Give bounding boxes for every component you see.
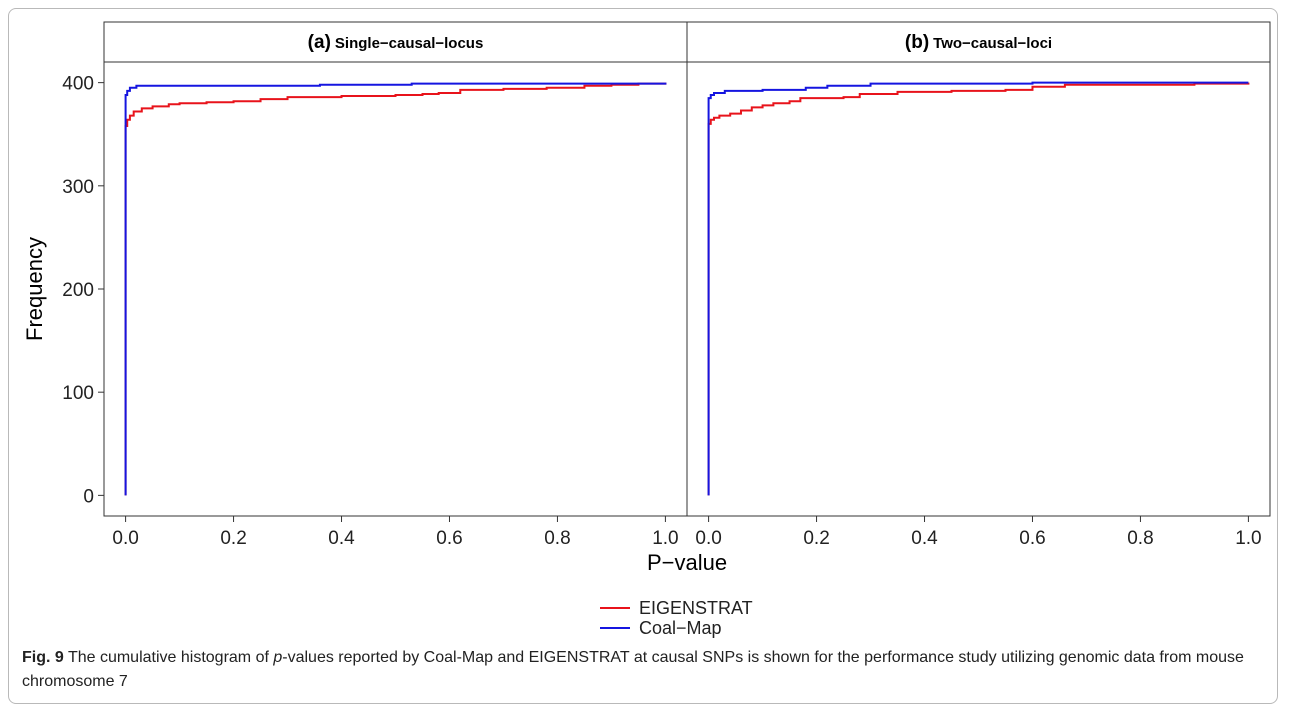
panel-a: (a) Single−causal−locus 0.0 0.2 0.4 0.6 0.8 1.0 xyxy=(103,21,688,549)
panel-title-text: Single−causal−locus xyxy=(335,35,483,52)
plot-frame xyxy=(686,61,1271,517)
panel-label: (b) xyxy=(905,32,929,53)
x-tick-label: 0.8 xyxy=(544,528,570,549)
y-tick-label: 300 xyxy=(62,177,94,198)
panel-title-text: Two−causal−loci xyxy=(933,35,1052,52)
panel-strip xyxy=(103,21,688,63)
x-tick-label: 0.6 xyxy=(436,528,462,549)
y-axis-label: Frequency xyxy=(22,237,47,341)
x-tick-label: 0.0 xyxy=(695,528,721,549)
series-line-coal-map xyxy=(707,81,1249,496)
series-line-eigenstrat xyxy=(124,82,667,496)
x-tick-label: 0.4 xyxy=(911,528,938,549)
x-tick-label: 0.6 xyxy=(1019,528,1045,549)
y-tick-label: 400 xyxy=(62,74,94,95)
y-tick-label: 100 xyxy=(62,383,94,404)
x-tick-label: 0.2 xyxy=(220,528,246,549)
x-tick-label: 0.0 xyxy=(112,528,138,549)
y-tick-label: 200 xyxy=(62,280,94,301)
y-tick-label: 0 xyxy=(83,486,94,507)
panel-label: (a) xyxy=(308,32,331,53)
x-tick-label: 1.0 xyxy=(652,528,678,549)
x-tick-label: 0.2 xyxy=(803,528,829,549)
figure-label: Fig. 9 xyxy=(22,649,64,666)
legend-label-eigenstrat: EIGENSTRAT xyxy=(639,598,753,618)
panel-strip xyxy=(686,21,1271,63)
figure-caption: Fig. 9 The cumulative histogram of p-val… xyxy=(22,646,1262,694)
caption-text-2: -values reported by Coal-Map and EIGENST… xyxy=(22,649,1244,690)
x-axis-label: P−value xyxy=(647,550,727,575)
panel-b: (b) Two−causal−loci 0.0 0.2 0.4 0.6 0.8 1.0 xyxy=(686,21,1271,549)
plot-frame xyxy=(103,61,688,517)
chart: (a) Single−causal−locus 0.0 0.2 0.4 0.6 0.8 1.0… xyxy=(22,21,1271,638)
x-tick-label: 1.0 xyxy=(1235,528,1261,549)
series-line-eigenstrat xyxy=(707,82,1250,496)
panel-title: (b) Two−causal−loci xyxy=(905,32,1052,53)
caption-text-1: The cumulative histogram of xyxy=(63,649,274,666)
x-tick-label: 0.4 xyxy=(328,528,355,549)
panel-title: (a) Single−causal−locus xyxy=(308,32,484,53)
caption-italic: p xyxy=(273,649,283,666)
series-line-coal-map xyxy=(124,82,667,496)
legend-label-coal-map: Coal−Map xyxy=(639,618,722,638)
figure-frame xyxy=(8,8,1278,704)
x-tick-label: 0.8 xyxy=(1127,528,1153,549)
